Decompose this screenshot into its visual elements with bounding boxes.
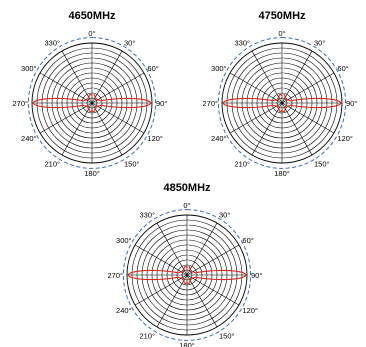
- angle-tick-label: 270°: [12, 99, 28, 108]
- grid-spoke: [281, 102, 335, 134]
- angle-tick-label: 150°: [314, 160, 330, 169]
- angle-tick-label: 180°: [84, 169, 100, 178]
- angle-tick-label: 300°: [211, 64, 227, 73]
- grid-spoke: [91, 102, 123, 156]
- chart-title: 4650MHz: [68, 10, 116, 22]
- angle-tick-label: 300°: [21, 64, 37, 73]
- angle-tick-label: 90°: [346, 99, 357, 108]
- angle-tick-label: 90°: [251, 271, 262, 280]
- angle-tick-label: 0°: [183, 201, 190, 210]
- grid-spoke: [156, 222, 188, 276]
- angle-tick-label: 60°: [337, 64, 348, 73]
- grid-spoke: [134, 274, 188, 306]
- angle-tick-label: 0°: [278, 29, 285, 38]
- grid-spoke: [91, 102, 145, 134]
- angle-tick-label: 240°: [116, 306, 132, 315]
- angle-tick-label: 330°: [139, 210, 155, 219]
- grid-spoke: [186, 274, 240, 306]
- angle-tick-label: 180°: [179, 341, 195, 347]
- grid-spoke: [134, 244, 188, 276]
- grid-spoke: [61, 50, 93, 104]
- angle-tick-label: 270°: [202, 99, 218, 108]
- grid-spoke: [186, 274, 218, 328]
- angle-tick-label: 30°: [314, 38, 325, 47]
- grid-spoke: [229, 102, 283, 134]
- polar-chart-4650mhz: 4650MHz 0° 30° 60° 90° 120° 150° 180° 210° 240° 27…: [12, 10, 167, 178]
- angle-tick-label: 330°: [234, 38, 250, 47]
- grid-spoke: [156, 274, 188, 328]
- series-solid: [127, 265, 247, 285]
- angle-tick-label: 60°: [147, 64, 158, 73]
- angle-tick-label: 300°: [116, 236, 132, 245]
- series-dashed: [27, 37, 157, 169]
- angle-tick-label: 210°: [44, 160, 60, 169]
- polar-chart-4850mhz: 4850MHz 0° 30° 60° 90° 120° 150° 180° 210° 240° 27…: [107, 182, 262, 347]
- grid-spoke: [186, 244, 240, 276]
- series-dashed: [217, 37, 347, 169]
- series-solid: [222, 93, 342, 113]
- angle-tick-label: 240°: [21, 134, 37, 143]
- angle-tick-label: 120°: [337, 134, 353, 143]
- angle-tick-label: 330°: [44, 38, 60, 47]
- chart-title: 4850MHz: [163, 182, 211, 194]
- grid-spoke: [281, 50, 313, 104]
- angle-tick-label: 210°: [234, 160, 250, 169]
- series-dashed: [122, 209, 252, 341]
- angle-tick-label: 270°: [107, 271, 123, 280]
- grid-spoke: [186, 222, 218, 276]
- chart-title: 4750MHz: [258, 10, 306, 22]
- angle-tick-label: 120°: [242, 306, 258, 315]
- angle-tick-label: 120°: [147, 134, 163, 143]
- angle-tick-label: 150°: [219, 332, 235, 341]
- grid-spoke: [281, 102, 313, 156]
- polar-chart-4750mhz: 4750MHz 0° 30° 60° 90° 120° 150° 180° 210° 240° 27…: [202, 10, 357, 178]
- grid-spoke: [91, 50, 123, 104]
- angle-tick-label: 210°: [139, 332, 155, 341]
- grid-spoke: [91, 72, 145, 104]
- grid-spoke: [39, 102, 93, 134]
- grid-spoke: [251, 102, 283, 156]
- grid-spoke: [251, 50, 283, 104]
- grid-spoke: [61, 102, 93, 156]
- angle-tick-label: 30°: [219, 210, 230, 219]
- angle-tick-label: 90°: [156, 99, 167, 108]
- grid-spoke: [281, 72, 335, 104]
- angle-tick-label: 60°: [242, 236, 253, 245]
- angle-tick-label: 150°: [124, 160, 140, 169]
- angle-tick-label: 180°: [274, 169, 290, 178]
- series-solid: [32, 93, 152, 113]
- angle-tick-label: 240°: [211, 134, 227, 143]
- angle-tick-label: 30°: [124, 38, 135, 47]
- angle-tick-label: 0°: [88, 29, 95, 38]
- grid-spoke: [39, 72, 93, 104]
- grid-spoke: [229, 72, 283, 104]
